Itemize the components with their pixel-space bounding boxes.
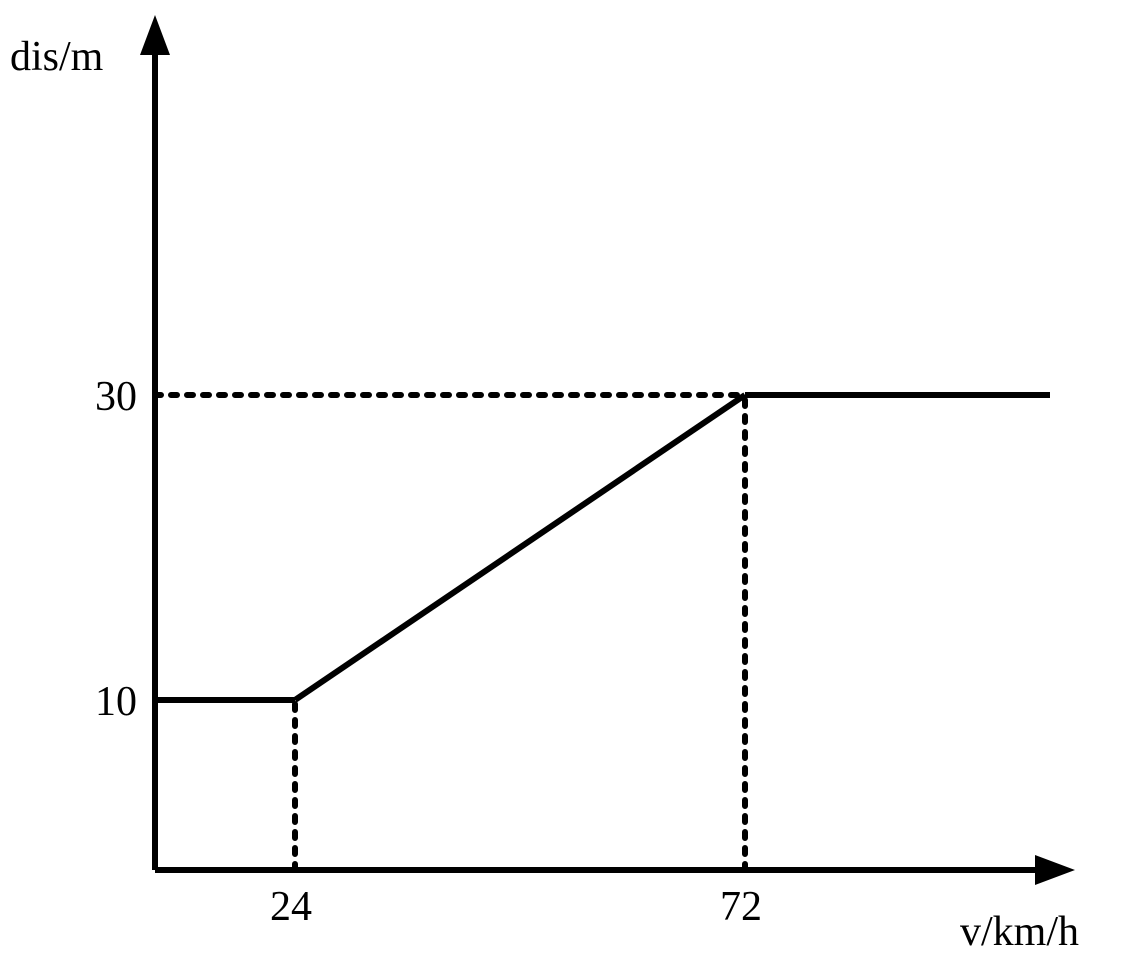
x-tick-72: 72 [720, 884, 762, 930]
x-tick-24: 24 [270, 884, 312, 930]
x-axis-arrow [1035, 855, 1075, 885]
data-segment-2 [295, 395, 745, 700]
y-tick-30: 30 [95, 374, 137, 420]
line-chart: dis/m v/km/h 10 30 24 72 [0, 0, 1126, 967]
y-axis-arrow [140, 15, 170, 55]
y-tick-10: 10 [95, 679, 137, 725]
y-axis-label: dis/m [10, 34, 104, 80]
chart-container: dis/m v/km/h 10 30 24 72 [0, 0, 1126, 967]
x-axis-label: v/km/h [960, 909, 1079, 955]
